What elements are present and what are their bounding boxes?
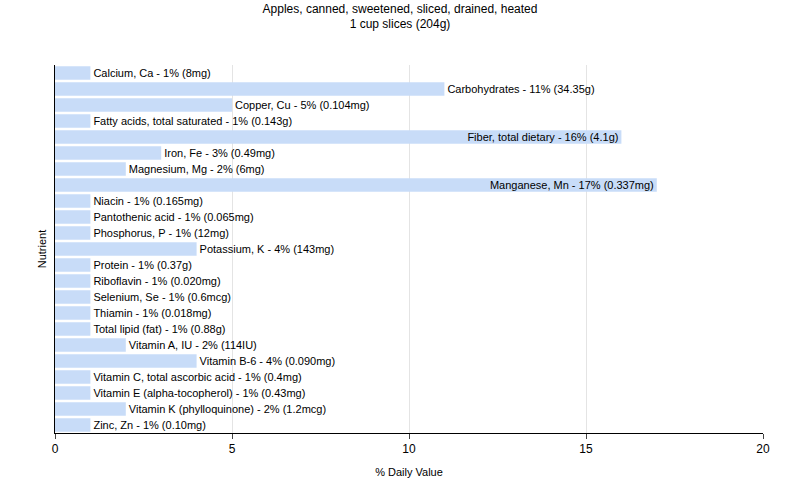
svg-text:Manganese, Mn - 17% (0.337mg): Manganese, Mn - 17% (0.337mg): [490, 179, 654, 191]
svg-text:20: 20: [756, 442, 770, 456]
svg-text:Total lipid (fat) - 1% (0.88g): Total lipid (fat) - 1% (0.88g): [93, 323, 225, 335]
svg-text:Fatty acids, total saturated -: Fatty acids, total saturated - 1% (0.143…: [93, 115, 292, 127]
svg-text:Carbohydrates - 11% (34.35g): Carbohydrates - 11% (34.35g): [447, 83, 594, 95]
svg-text:Vitamin C, total ascorbic acid: Vitamin C, total ascorbic acid - 1% (0.4…: [93, 371, 301, 383]
svg-text:0: 0: [52, 442, 59, 456]
svg-text:Selenium, Se - 1% (0.6mcg): Selenium, Se - 1% (0.6mcg): [93, 291, 231, 303]
svg-text:Vitamin E (alpha-tocopherol) -: Vitamin E (alpha-tocopherol) - 1% (0.43m…: [93, 387, 305, 399]
svg-text:Magnesium, Mg - 2% (6mg): Magnesium, Mg - 2% (6mg): [129, 163, 265, 175]
svg-text:Fiber, total dietary - 16% (4.: Fiber, total dietary - 16% (4.1g): [467, 131, 618, 143]
svg-text:Vitamin A, IU - 2% (114IU): Vitamin A, IU - 2% (114IU): [129, 339, 257, 351]
svg-text:Vitamin B-6 - 4% (0.090mg): Vitamin B-6 - 4% (0.090mg): [200, 355, 336, 367]
svg-text:15: 15: [579, 442, 593, 456]
svg-text:Iron, Fe - 3% (0.49mg): Iron, Fe - 3% (0.49mg): [164, 147, 275, 159]
svg-text:Nutrient: Nutrient: [36, 230, 48, 269]
svg-text:Niacin - 1% (0.165mg): Niacin - 1% (0.165mg): [93, 195, 202, 207]
svg-text:Thiamin - 1% (0.018mg): Thiamin - 1% (0.018mg): [93, 307, 211, 319]
svg-text:Apples, canned, sweetened, sli: Apples, canned, sweetened, sliced, drain…: [263, 2, 538, 32]
svg-text:Vitamin K (phylloquinone) - 2%: Vitamin K (phylloquinone) - 2% (1.2mcg): [129, 403, 326, 415]
svg-text:Potassium, K - 4% (143mg): Potassium, K - 4% (143mg): [200, 243, 335, 255]
svg-text:Zinc, Zn - 1% (0.10mg): Zinc, Zn - 1% (0.10mg): [93, 419, 205, 431]
svg-text:Phosphorus, P - 1% (12mg): Phosphorus, P - 1% (12mg): [93, 227, 229, 239]
svg-text:Protein - 1% (0.37g): Protein - 1% (0.37g): [93, 259, 191, 271]
svg-text:% Daily Value: % Daily Value: [375, 466, 443, 478]
svg-text:10: 10: [402, 442, 416, 456]
svg-text:Copper, Cu - 5% (0.104mg): Copper, Cu - 5% (0.104mg): [235, 99, 370, 111]
svg-text:Calcium, Ca - 1% (8mg): Calcium, Ca - 1% (8mg): [93, 67, 210, 79]
svg-text:Riboflavin - 1% (0.020mg): Riboflavin - 1% (0.020mg): [93, 275, 220, 287]
svg-text:Pantothenic acid - 1% (0.065mg: Pantothenic acid - 1% (0.065mg): [93, 211, 253, 223]
svg-text:5: 5: [229, 442, 236, 456]
